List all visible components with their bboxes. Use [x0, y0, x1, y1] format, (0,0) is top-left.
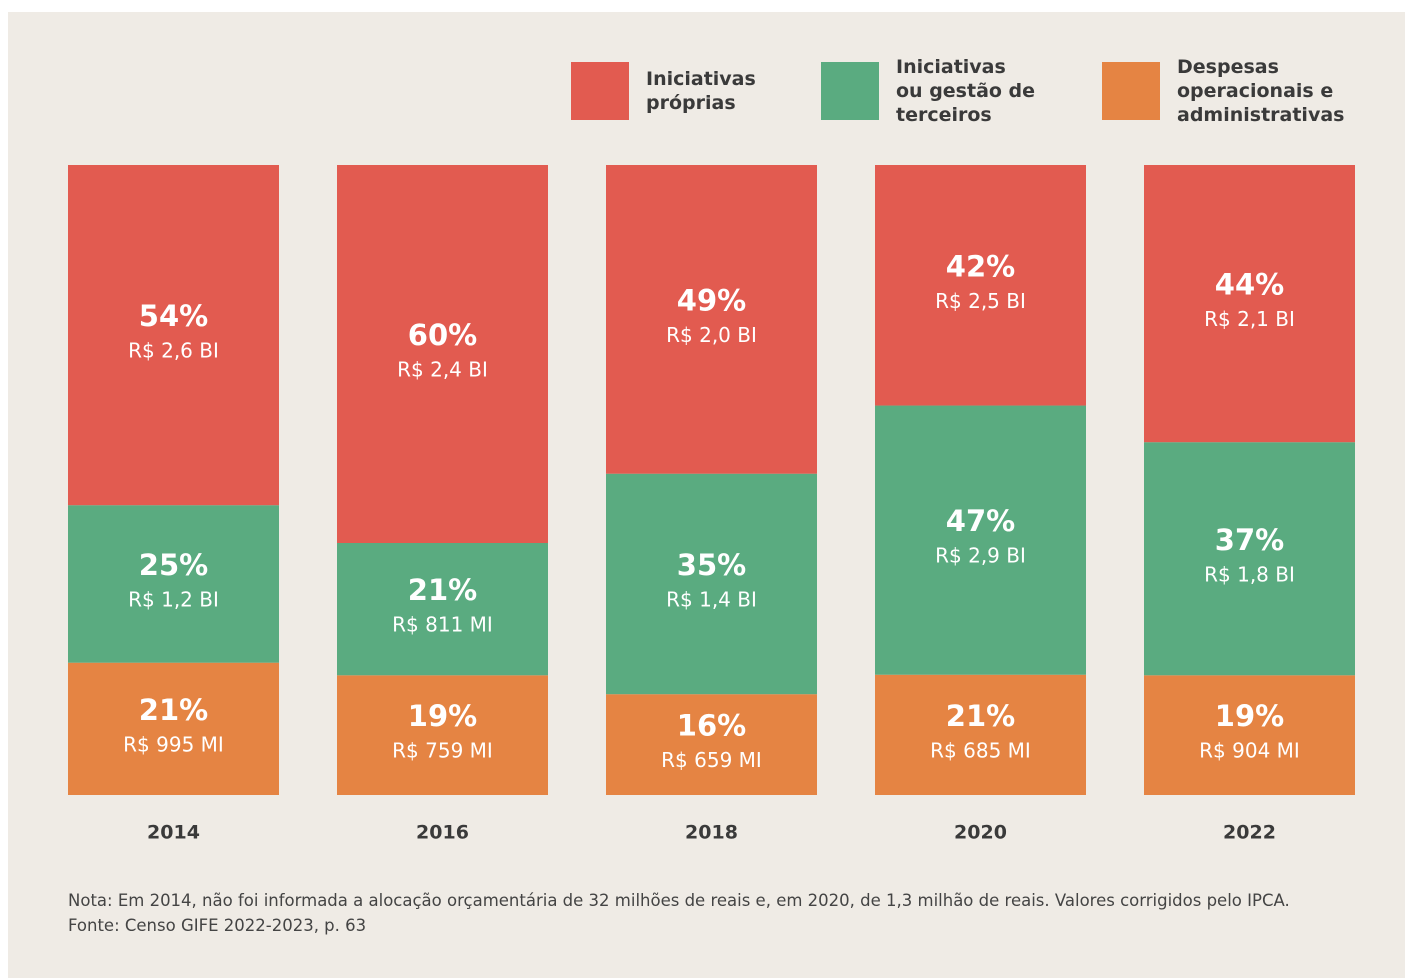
value-label: 21% [946, 699, 1015, 733]
x-tick-label: 2022 [1223, 822, 1276, 844]
bar-segment [875, 405, 1086, 675]
amount-label: R$ 685 MI [930, 738, 1031, 762]
bar-segment [337, 543, 548, 676]
amount-label: R$ 2,6 BI [128, 339, 219, 363]
value-label: 25% [139, 548, 208, 582]
bar-segment [606, 165, 817, 474]
amount-label: R$ 2,9 BI [935, 544, 1026, 568]
bar-segment [1144, 675, 1355, 795]
x-tick-label: 2016 [416, 822, 469, 844]
x-tick-label: 2018 [685, 822, 738, 844]
amount-label: R$ 2,4 BI [397, 358, 488, 382]
bar-segment [606, 473, 817, 695]
amount-label: R$ 659 MI [661, 748, 762, 772]
amount-label: R$ 904 MI [1199, 739, 1300, 763]
bar-segment [337, 165, 548, 543]
bar-segment [68, 662, 279, 795]
bar-segment [68, 505, 279, 663]
legend-label: Despesas operacionais e administrativas [1177, 56, 1344, 126]
bar-segment [606, 694, 817, 795]
value-label: 19% [408, 699, 477, 733]
amount-label: R$ 811 MI [392, 613, 493, 637]
legend-swatch [571, 62, 629, 120]
amount-label: R$ 1,8 BI [1204, 562, 1295, 586]
bar-segment [875, 674, 1086, 795]
bar-segment [1144, 442, 1355, 676]
note: Nota: Em 2014, não foi informada a aloca… [68, 891, 1290, 910]
notes: Nota: Em 2014, não foi informada a aloca… [68, 888, 1298, 938]
value-label: 16% [677, 709, 746, 743]
amount-label: R$ 2,1 BI [1204, 307, 1295, 331]
amount-label: R$ 2,5 BI [935, 289, 1026, 313]
value-label: 49% [677, 283, 746, 317]
value-label: 21% [408, 573, 477, 607]
x-tick-label: 2020 [954, 822, 1007, 844]
x-tick-label: 2014 [147, 822, 200, 844]
amount-label: R$ 995 MI [123, 732, 224, 756]
value-label: 54% [139, 299, 208, 333]
value-label: 21% [139, 693, 208, 727]
value-label: 37% [1215, 523, 1284, 557]
amount-label: R$ 2,0 BI [666, 323, 757, 347]
value-label: 60% [408, 318, 477, 352]
bar-segment [1144, 165, 1355, 443]
value-label: 47% [946, 504, 1015, 538]
legend-label: Iniciativas ou gestão de terceiros [896, 56, 1035, 126]
legend-swatch [821, 62, 879, 120]
value-label: 19% [1215, 699, 1284, 733]
legend-label: Iniciativas próprias [646, 68, 756, 114]
source: Fonte: Censo GIFE 2022-2023, p. 63 [68, 916, 367, 935]
legend-swatch [1102, 62, 1160, 120]
value-label: 42% [946, 249, 1015, 283]
bar-segment [875, 165, 1086, 406]
amount-label: R$ 759 MI [392, 739, 493, 763]
value-label: 35% [677, 548, 746, 582]
amount-label: R$ 1,4 BI [666, 587, 757, 611]
bar-segment [337, 675, 548, 795]
value-label: 44% [1215, 268, 1284, 302]
bar-segment [68, 165, 279, 506]
amount-label: R$ 1,2 BI [128, 587, 219, 611]
